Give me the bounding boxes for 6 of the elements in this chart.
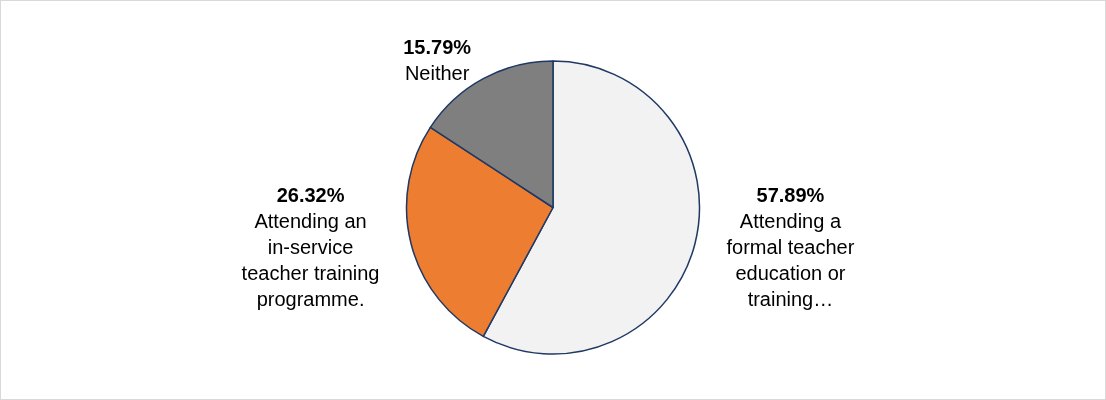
slice-label: Neither (404, 62, 470, 85)
data-label: 57.89% (756, 184, 825, 207)
slice-label: Attending a formal teacher education or training… (726, 210, 855, 311)
slice-label: Attending an in-service teacher training programme. (241, 210, 380, 311)
data-label: 15.79% (403, 36, 472, 59)
data-label: 26.32% (276, 184, 345, 207)
